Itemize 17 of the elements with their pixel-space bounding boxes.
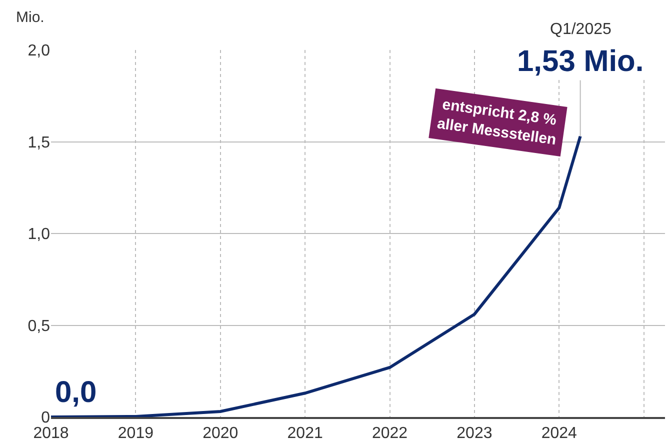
- y-tick-label: 0,5: [28, 318, 50, 335]
- data-label: 0,0: [55, 376, 97, 409]
- x-tick-label: 2018: [33, 425, 69, 442]
- y-tick-label: 0: [41, 410, 50, 427]
- x-tick-label: 2023: [456, 425, 492, 442]
- x-tick-label: 2020: [202, 425, 238, 442]
- y-tick-label: 1,0: [28, 226, 50, 244]
- x-tick-label: 2019: [118, 425, 154, 442]
- y-axis-title: Mio.: [16, 9, 44, 26]
- x-tick-label: 2021: [287, 425, 323, 442]
- y-tick-label: 1,5: [28, 134, 50, 152]
- annotation: entspricht 2,8 % aller Messstellen: [436, 96, 558, 149]
- text: Q1/2025: [550, 21, 612, 38]
- x-tick-label: 2022: [372, 425, 408, 442]
- x-tick-label: 2024: [541, 425, 578, 442]
- data-label: 1,53 Mio.: [517, 45, 644, 78]
- y-tick-label: 2,0: [28, 42, 50, 60]
